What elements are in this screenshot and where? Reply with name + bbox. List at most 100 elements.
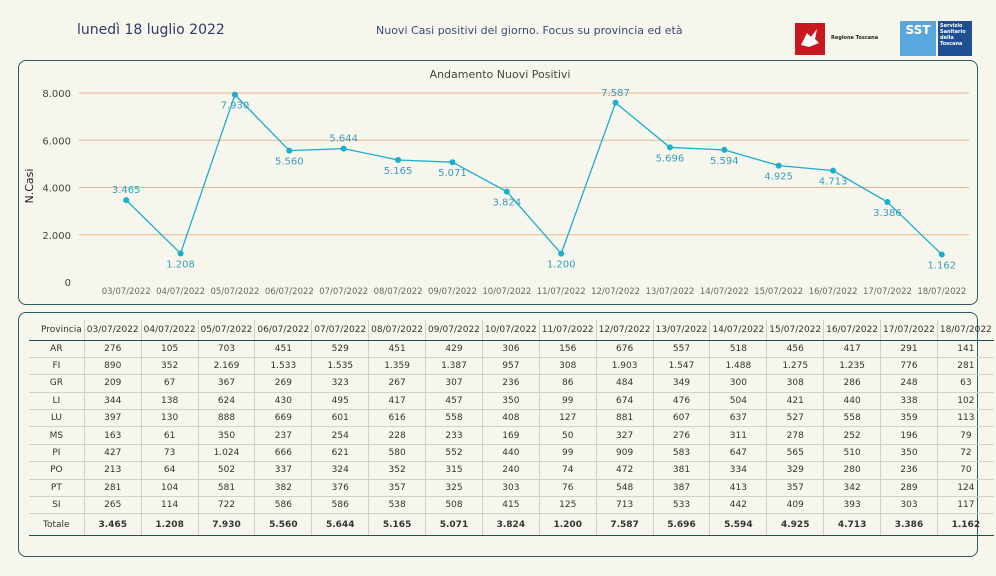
report-subtitle: Nuovi Casi positivi del giorno. Focus su… [376, 24, 683, 37]
value-cell: 269 [254, 374, 312, 393]
value-cell: 495 [311, 392, 369, 411]
value-cell: 367 [197, 374, 255, 393]
value-cell: 476 [652, 392, 710, 411]
value-cell: 890 [83, 357, 142, 376]
value-cell: 417 [368, 392, 426, 411]
value-cell: 141 [936, 340, 994, 358]
value-cell: 472 [595, 461, 654, 480]
province-cell: PO [29, 461, 85, 480]
table-row: PI 427 73 1.024 666 621 580 552 440 99 909 583 647 56… [29, 444, 994, 463]
table-header-date: 09/07/2022 [425, 320, 483, 341]
value-cell: 881 [595, 409, 654, 428]
chart-panel: Andamento Nuovi Positivi N.Casi 0 2.000 4.… [18, 60, 978, 305]
data-label: 1.208 [166, 259, 195, 270]
value-cell: 113 [936, 409, 994, 428]
y-tick-label: 8.000 [42, 89, 71, 100]
province-cell: FI [29, 357, 85, 376]
value-cell: 442 [709, 496, 767, 515]
value-cell: 124 [936, 479, 994, 498]
table-row: LI 344 138 624 430 495 417 457 350 99 674 476 504 421… [29, 392, 994, 411]
sst-logo: SST Servizio Sanitario della Toscana [900, 21, 972, 56]
table-header-date: 11/07/2022 [538, 320, 597, 341]
table-header-date: 17/07/2022 [880, 320, 938, 341]
chart-title: Andamento Nuovi Positivi [430, 68, 571, 81]
value-cell: 557 [652, 340, 710, 358]
value-cell: 196 [880, 426, 938, 445]
table-row: AR 276 105 703 451 529 451 429 306 156 676 557 518 45… [29, 340, 994, 358]
value-cell: 669 [254, 409, 312, 428]
regione-toscana-text: Regione Toscana [831, 35, 879, 41]
value-cell: 307 [425, 374, 483, 393]
value-cell: 209 [83, 374, 142, 393]
value-cell: 397 [83, 409, 142, 428]
value-cell: 74 [538, 461, 597, 480]
table-header-date: 18/07/2022 [936, 320, 994, 341]
value-cell: 254 [311, 426, 369, 445]
value-cell: 5.560 [254, 513, 312, 537]
x-tick-label: 10/07/2022 [482, 287, 531, 297]
value-cell: 114 [140, 496, 199, 515]
value-cell: 382 [254, 479, 312, 498]
value-cell: 163 [83, 426, 142, 445]
value-cell: 278 [766, 426, 824, 445]
value-cell: 344 [83, 392, 142, 411]
value-cell: 325 [425, 479, 483, 498]
value-cell: 4.713 [823, 513, 881, 537]
value-cell: 327 [595, 426, 654, 445]
value-cell: 240 [481, 461, 540, 480]
value-cell: 64 [140, 461, 199, 480]
value-cell: 430 [254, 392, 312, 411]
value-cell: 427 [83, 444, 142, 463]
table-header-date: 13/07/2022 [652, 320, 710, 341]
value-cell: 50 [538, 426, 597, 445]
data-label: 1.200 [547, 260, 576, 271]
province-cell: PI [29, 444, 85, 463]
table-header-date: 07/07/2022 [311, 320, 369, 341]
value-cell: 127 [538, 409, 597, 428]
value-cell: 1.162 [936, 513, 994, 537]
value-cell: 236 [481, 374, 540, 393]
value-cell: 674 [595, 392, 654, 411]
value-cell: 601 [311, 409, 369, 428]
value-cell: 73 [140, 444, 199, 463]
value-cell: 349 [652, 374, 710, 393]
table-header-date: 06/07/2022 [254, 320, 312, 341]
value-cell: 130 [140, 409, 199, 428]
value-cell: 558 [823, 409, 881, 428]
y-axis-label: N.Casi [23, 169, 36, 204]
value-cell: 1.200 [538, 513, 597, 537]
value-cell: 3.465 [83, 513, 142, 537]
value-cell: 616 [368, 409, 426, 428]
x-tick-label: 03/07/2022 [102, 287, 151, 297]
value-cell: 311 [709, 426, 767, 445]
value-cell: 713 [595, 496, 654, 515]
value-cell: 409 [766, 496, 824, 515]
value-cell: 352 [140, 357, 199, 376]
table-row: PT 281 104 581 382 376 357 325 303 76 548 387 413 357… [29, 479, 994, 498]
value-cell: 5.165 [368, 513, 426, 537]
regione-toscana-logo: Regione Toscana [795, 23, 895, 55]
value-cell: 647 [709, 444, 767, 463]
x-tick-label: 12/07/2022 [591, 287, 640, 297]
data-label: 3.386 [873, 208, 902, 219]
value-cell: 484 [595, 374, 654, 393]
data-label: 7.930 [221, 101, 250, 112]
data-point [286, 147, 293, 154]
data-label: 5.560 [275, 157, 304, 168]
y-tick-label: 2.000 [42, 231, 71, 242]
value-cell: 236 [880, 461, 938, 480]
value-cell: 607 [652, 409, 710, 428]
value-cell: 280 [823, 461, 881, 480]
province-cell: PT [29, 479, 85, 498]
province-cell: MS [29, 426, 85, 445]
data-point [340, 145, 347, 152]
data-point [666, 144, 673, 151]
value-cell: 76 [538, 479, 597, 498]
value-cell: 72 [936, 444, 994, 463]
value-cell: 300 [709, 374, 767, 393]
value-cell: 456 [766, 340, 824, 358]
x-tick-label: 18/07/2022 [917, 287, 966, 297]
value-cell: 413 [709, 479, 767, 498]
table-row: GR 209 67 367 269 323 267 307 236 86 484 349 300 308 2… [29, 374, 994, 393]
value-cell: 376 [311, 479, 369, 498]
